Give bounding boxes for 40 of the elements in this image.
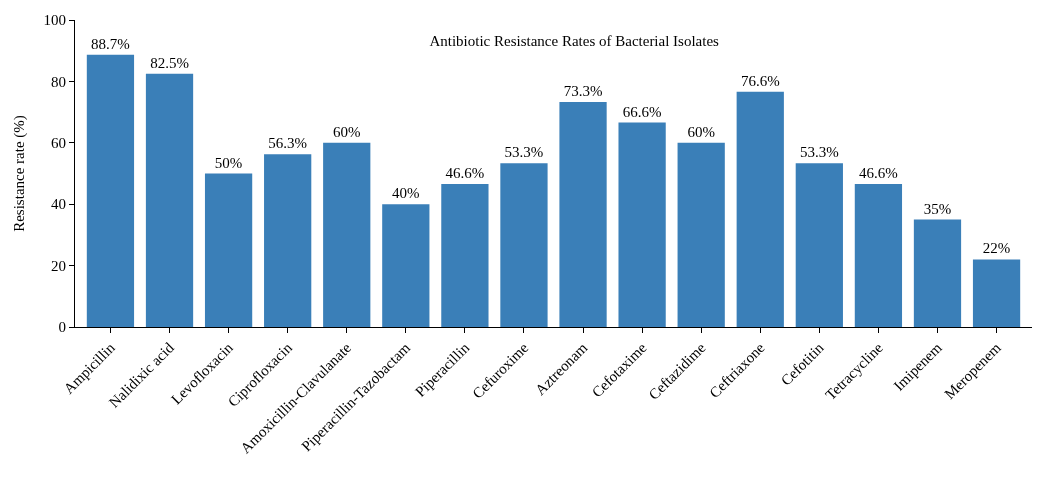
data-label: 60%: [687, 123, 715, 140]
data-label: 60%: [332, 123, 361, 140]
bar: [677, 142, 725, 327]
bar: [86, 54, 135, 327]
data-label: 40%: [392, 185, 420, 202]
bar: [264, 154, 312, 327]
bar: [145, 73, 194, 327]
y-axis-title: Resistance rate (%): [10, 115, 28, 232]
data-label: 53.3%: [799, 144, 839, 161]
bar: [972, 259, 1021, 327]
bar: [323, 142, 371, 327]
text: Antibiotic Resistance Rates of Bacterial Isolates: [429, 32, 720, 49]
bar: [795, 163, 843, 327]
bar: [736, 91, 784, 327]
data-label: 35%: [923, 200, 952, 217]
y-tick-label: 40: [51, 196, 66, 213]
y-tick-label: 20: [51, 257, 66, 274]
data-label: 56.3%: [268, 135, 308, 152]
y-tick-label: 80: [51, 73, 66, 90]
data-label: 46.6%: [859, 164, 898, 181]
bar: [559, 101, 607, 327]
data-label: 46.6%: [445, 164, 485, 181]
bar: [204, 173, 253, 327]
y-tick-label: 60: [51, 135, 66, 152]
bar: [500, 163, 548, 327]
bar: [382, 204, 430, 327]
data-label: 88.7%: [91, 35, 130, 52]
data-label: 53.3%: [504, 144, 544, 161]
bar: [618, 122, 666, 327]
data-label: 82.5%: [150, 54, 189, 71]
bar: [913, 219, 962, 327]
data-label: 50%: [214, 154, 243, 171]
data-label: 76.6%: [740, 72, 780, 89]
y-tick-label: 100: [43, 12, 66, 29]
bar: [854, 183, 903, 327]
data-label: 73.3%: [563, 82, 603, 99]
data-label: 66.6%: [622, 103, 662, 120]
y-tick-label: 0: [58, 319, 66, 336]
bar: [441, 183, 489, 327]
data-label: 22%: [982, 240, 1011, 257]
